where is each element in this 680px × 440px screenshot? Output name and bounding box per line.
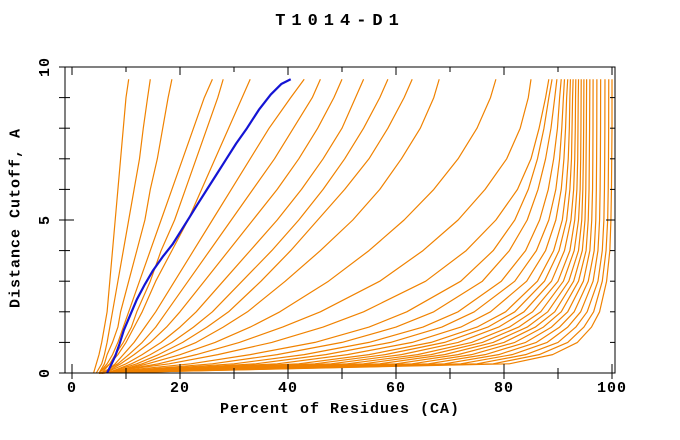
model-curve [98,78,251,374]
model-curve [101,79,588,374]
plot-frame [64,66,616,374]
x-tick-label: 80 [494,380,514,397]
model-curve [98,78,213,374]
x-axis-label: Percent of Residues (CA) [219,401,461,418]
y-tick-label: 5 [37,215,54,225]
model-curve [93,79,130,374]
model-curve [98,79,606,374]
model-curve [98,79,598,374]
model-curve [98,79,580,374]
model-curve [109,79,440,374]
model-curve [101,79,566,374]
y-axis-label: Distance Cutoff, A [7,127,25,309]
x-tick-label: 0 [67,380,77,397]
model-curve [98,79,591,374]
model-curve [101,79,572,374]
model-curve [106,78,413,374]
x-tick-label: 40 [278,380,298,397]
model-curve [98,79,562,374]
model-curve [101,79,558,374]
model-curve [101,79,602,374]
model-curve [98,79,173,374]
model-curve [104,78,365,374]
model-curve [98,79,585,374]
x-tick-label: 20 [170,380,190,397]
model-curve [104,79,532,374]
highlighted-model-curve [106,78,292,374]
model-curve [101,78,321,374]
model-curve [104,78,343,374]
model-curve [95,79,151,374]
y-tick-label: 10 [37,57,54,77]
model-curve [98,79,550,374]
model-curve [98,79,574,374]
model-curve [101,79,577,374]
x-tick-label: 60 [386,380,406,397]
model-curve [101,79,610,374]
y-tick-label: 0 [37,368,54,378]
model-curve [101,79,582,374]
model-curve [101,79,594,374]
model-curve [106,78,389,374]
model-curve [98,79,553,374]
model-curve [104,78,305,374]
x-tick-label: 100 [597,380,627,397]
model-curve [98,79,613,374]
model-curve [109,79,497,374]
model-curve [98,79,569,374]
chart-title: T1014-D1 [275,12,405,31]
